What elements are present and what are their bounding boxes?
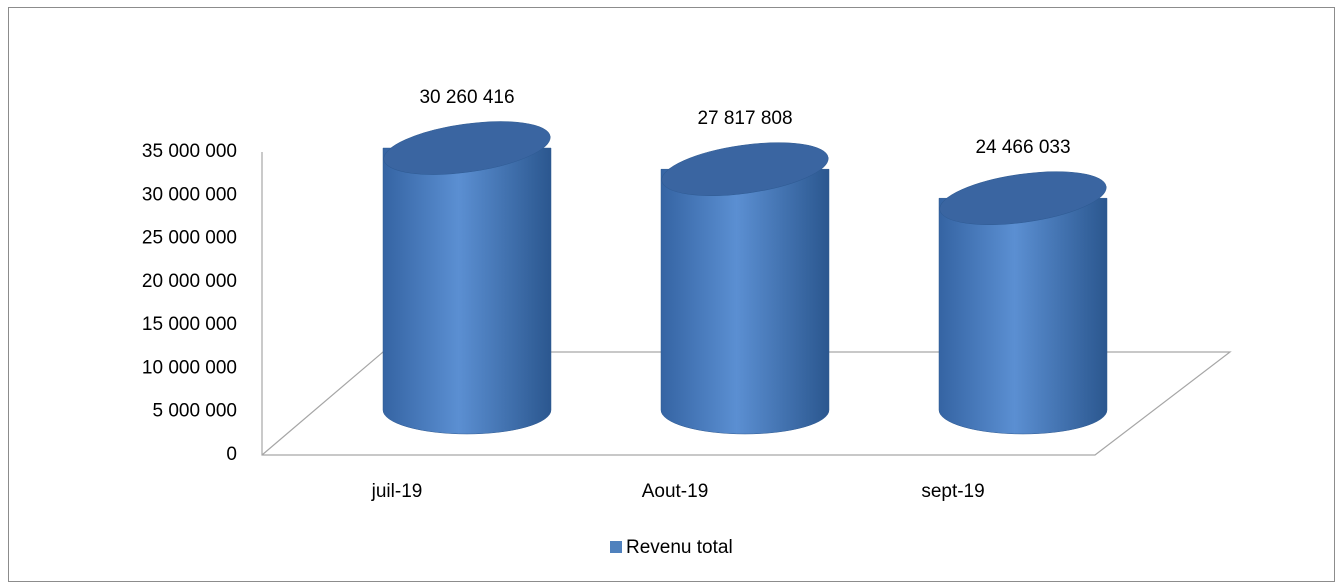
- value-label: 27 817 808: [697, 108, 792, 129]
- y-tick-label: 10 000 000: [142, 357, 237, 378]
- y-tick-label: 20 000 000: [142, 271, 237, 292]
- y-tick-label: 30 000 000: [142, 184, 237, 205]
- bar-top: [939, 171, 1107, 225]
- legend-swatch: [610, 541, 622, 553]
- x-tick-label: Aout-19: [642, 481, 709, 502]
- x-tick-label: sept-19: [921, 481, 984, 502]
- bar: [938, 197, 1108, 435]
- bar: [382, 147, 552, 435]
- value-label: 30 260 416: [419, 87, 514, 108]
- floor: [261, 152, 1232, 456]
- y-tick-label: 25 000 000: [142, 228, 237, 249]
- bar: [660, 168, 830, 435]
- bar-top: [661, 142, 829, 196]
- bar-top: [383, 121, 551, 175]
- y-tick-label: 0: [226, 444, 237, 465]
- x-tick-label: juil-19: [371, 481, 423, 502]
- value-label: 24 466 033: [975, 137, 1070, 158]
- legend-label: Revenu total: [626, 537, 733, 558]
- y-tick-label: 35 000 000: [142, 141, 237, 162]
- y-tick-label: 5 000 000: [152, 401, 237, 422]
- y-tick-label: 15 000 000: [142, 314, 237, 335]
